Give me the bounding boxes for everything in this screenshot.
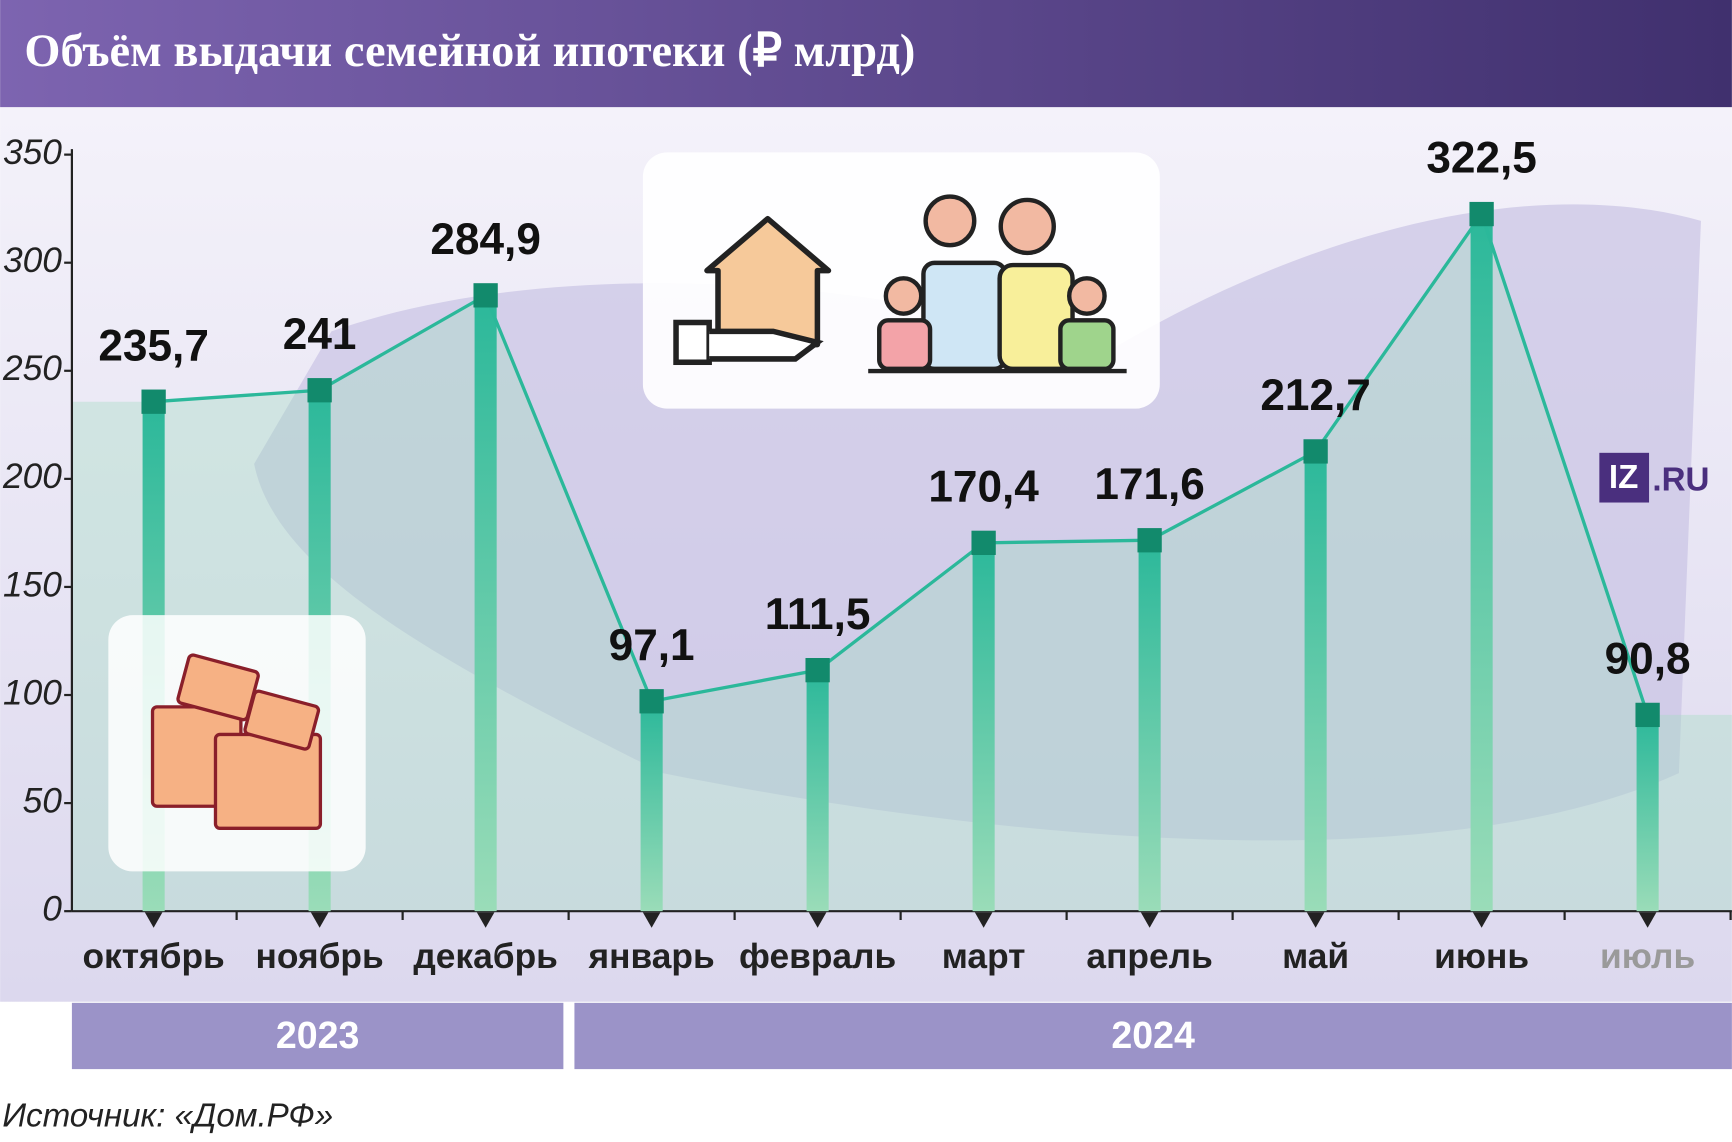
bar <box>1138 540 1161 912</box>
y-tick-label: 300 <box>3 241 62 280</box>
x-tick-marker <box>1638 912 1657 928</box>
logo-mark: IZ <box>1609 459 1638 496</box>
value-label: 97,1 <box>609 621 695 670</box>
money-icon-box <box>108 615 366 872</box>
value-label: 241 <box>283 310 357 359</box>
logo: IZ .RU <box>1599 452 1709 503</box>
marker <box>141 389 166 414</box>
period-label: 2023 <box>276 1014 360 1056</box>
value-label: 111,5 <box>765 590 871 639</box>
period-label: 2024 <box>1111 1014 1195 1056</box>
house-icon-box <box>642 152 1160 409</box>
logo-text: .RU <box>1652 461 1709 498</box>
marker <box>805 658 830 683</box>
bar <box>1304 451 1327 912</box>
x-tick-marker <box>642 912 661 928</box>
marker <box>971 530 996 555</box>
source: Источник: «Дом.РФ» <box>2 1097 333 1134</box>
x-tick-marker <box>808 912 827 928</box>
x-tick-label: апрель <box>1086 937 1212 976</box>
x-tick-marker <box>1306 912 1325 928</box>
x-tick-label: май <box>1282 937 1349 976</box>
marker <box>1469 201 1494 227</box>
value-label: 90,8 <box>1605 635 1691 684</box>
bar <box>640 701 663 912</box>
x-tick-marker <box>144 912 163 928</box>
period-band <box>71 1002 564 1070</box>
period-band <box>574 1002 1732 1070</box>
x-tick-label: июнь <box>1434 937 1529 976</box>
x-tick-label: ноябрь <box>256 937 384 976</box>
bar <box>972 542 995 912</box>
y-tick-label: 200 <box>2 457 62 496</box>
x-tick-label: октябрь <box>82 937 224 976</box>
x-tick-marker <box>1472 912 1491 928</box>
x-tick-label: декабрь <box>413 937 558 976</box>
y-tick-label: 250 <box>2 349 62 388</box>
x-tick-marker <box>1140 912 1159 928</box>
x-tick-label: июль <box>1600 937 1695 976</box>
y-tick-label: 150 <box>3 565 62 604</box>
x-tick-label: март <box>942 937 1026 976</box>
value-label: 170,4 <box>928 462 1039 511</box>
value-label: 322,5 <box>1426 134 1537 183</box>
y-tick-label: 0 <box>42 889 62 928</box>
marker <box>307 378 332 403</box>
marker <box>1303 439 1328 464</box>
y-tick-label: 100 <box>3 673 62 712</box>
header <box>0 0 1732 108</box>
line <box>153 210 1650 716</box>
bar <box>1470 214 1493 912</box>
bar <box>1636 714 1659 912</box>
bar <box>474 295 497 912</box>
marker <box>1635 702 1660 728</box>
value-label: 171,6 <box>1094 460 1205 509</box>
value-label: 284,9 <box>430 215 540 264</box>
value-label: 235,7 <box>98 321 208 370</box>
value-label: 212,7 <box>1260 371 1371 420</box>
x-tick-label: январь <box>588 937 715 976</box>
y-tick-label: 50 <box>23 781 63 820</box>
chart-title: Объём выдачи семейной ипотеки (₽ млрд) <box>24 26 915 77</box>
bar <box>806 670 829 912</box>
x-tick-label: февраль <box>739 937 896 976</box>
x-tick-marker <box>476 912 495 928</box>
marker <box>473 283 498 308</box>
y-tick-label: 350 <box>3 133 62 172</box>
map-silhouette <box>254 204 1701 841</box>
x-tick-marker <box>974 912 993 928</box>
marker <box>1137 528 1162 553</box>
marker <box>639 689 664 714</box>
x-tick-marker <box>310 912 329 928</box>
